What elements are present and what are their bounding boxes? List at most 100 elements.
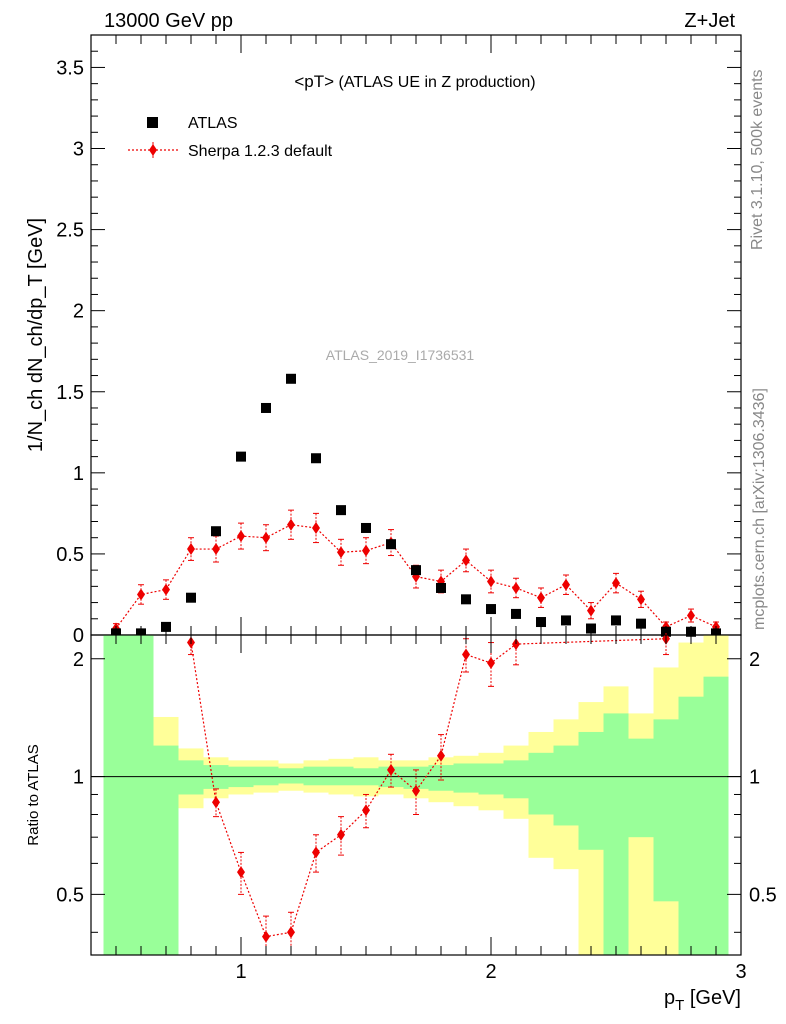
ratio-y-tick-label: 0.5 xyxy=(56,884,84,906)
atlas-point xyxy=(286,373,296,384)
ratio-point xyxy=(462,648,470,661)
sherpa-point xyxy=(187,543,195,556)
atlas-point xyxy=(411,565,421,576)
sherpa-point xyxy=(637,593,645,606)
ratio-point xyxy=(487,657,495,670)
main-y-tick-label: 2 xyxy=(73,301,84,323)
main-y-tick-label: 1 xyxy=(73,463,84,485)
ratio-band-1sigma xyxy=(603,713,629,955)
ratio-point xyxy=(362,804,370,817)
sherpa-point xyxy=(537,591,545,604)
main-y-tick-label: 3 xyxy=(73,139,84,161)
main-plot: ATLAS_2019_I1736531 0 0.5 1 1.5 2 2.5 3 3.5 <pT… xyxy=(25,34,742,647)
ratio-band-1sigma xyxy=(653,719,679,902)
header-left-label: 13000 GeV pp xyxy=(104,10,233,32)
atlas-point xyxy=(461,594,471,605)
analysis-watermark: ATLAS_2019_I1736531 xyxy=(326,347,475,363)
atlas-point xyxy=(561,615,571,626)
sherpa-point xyxy=(487,575,495,588)
sherpa-point xyxy=(137,588,145,601)
ratio-point xyxy=(212,796,220,809)
main-y-tick-label: 1.5 xyxy=(56,382,84,404)
ratio-y-tick-label-right: 2 xyxy=(749,649,760,671)
main-y-tick-label: 3.5 xyxy=(56,57,84,79)
ratio-y-tick-label: 2 xyxy=(73,649,84,671)
ratio-plot: 0.5 0.5 1 1 2 2 1 2 3 Ratio to ATLAS xyxy=(25,632,777,983)
sherpa-point xyxy=(362,544,370,557)
legend-atlas-label: ATLAS xyxy=(188,115,238,132)
sherpa-point xyxy=(512,581,520,594)
x-tick-label: 2 xyxy=(485,961,496,983)
atlas-point xyxy=(611,615,621,626)
mcplots-note: mcplots.cern.ch [arXiv:1306.3436] xyxy=(751,388,768,630)
ratio-band-1sigma xyxy=(103,635,129,955)
ratio-band-1sigma xyxy=(528,752,554,815)
atlas-point xyxy=(311,453,321,464)
header-right-label: Z+Jet xyxy=(684,10,735,32)
sherpa-point xyxy=(212,543,220,556)
main-y-tick-label: 2.5 xyxy=(56,220,84,242)
ratio-band-1sigma xyxy=(278,768,304,784)
atlas-point xyxy=(261,402,271,413)
atlas-point xyxy=(211,526,221,537)
main-y-tick-label: 0.5 xyxy=(56,544,84,566)
title-description: (ATLAS UE in Z production) xyxy=(334,74,536,91)
atlas-point xyxy=(236,451,246,462)
x-axis-label-base: p xyxy=(664,987,675,1009)
ratio-point xyxy=(412,784,420,797)
x-tick-label: 3 xyxy=(735,961,746,983)
ratio-point xyxy=(512,638,520,651)
legend-atlas-marker xyxy=(147,117,158,128)
sherpa-point xyxy=(287,518,295,531)
ratio-band-1sigma xyxy=(553,745,579,826)
ratio-band-1sigma xyxy=(128,635,154,955)
sherpa-point xyxy=(462,554,470,567)
sherpa-point xyxy=(562,578,570,591)
sherpa-point xyxy=(687,609,695,622)
atlas-point xyxy=(536,617,546,628)
legend-sherpa-marker xyxy=(149,144,157,156)
ratio-band-1sigma xyxy=(628,738,654,838)
main-y-axis-label: 1/N_ch dN_ch/dp_T [GeV] xyxy=(25,218,47,452)
atlas-point xyxy=(511,608,521,619)
ratio-point xyxy=(337,828,345,841)
atlas-point xyxy=(486,604,496,615)
ratio-point xyxy=(312,846,320,859)
ratio-band-1sigma xyxy=(328,766,354,786)
ratio-band-1sigma xyxy=(178,760,204,795)
ratio-band-1sigma xyxy=(478,763,504,795)
sherpa-point xyxy=(262,531,270,544)
main-plot-title: <pT> (ATLAS UE in Z production) xyxy=(294,72,535,91)
ratio-y-axis-label: Ratio to ATLAS xyxy=(25,744,42,845)
sherpa-point xyxy=(312,521,320,534)
ratio-band-1sigma xyxy=(303,766,329,786)
rivet-version-note: Rivet 3.1.10, 500k events xyxy=(749,69,766,250)
sherpa-point xyxy=(587,604,595,617)
main-y-tick-label: 0 xyxy=(73,625,84,647)
ratio-series-line xyxy=(190,638,667,938)
ratio-band-1sigma xyxy=(678,696,704,955)
ratio-band-1sigma xyxy=(253,766,279,786)
ratio-y-tick-label: 1 xyxy=(73,767,84,789)
atlas-point xyxy=(361,522,371,533)
sherpa-point xyxy=(237,530,245,543)
ratio-band-1sigma xyxy=(578,731,604,850)
ratio-band-1sigma xyxy=(453,763,479,793)
sherpa-point xyxy=(337,546,345,559)
legend: ATLAS Sherpa 1.2.3 default xyxy=(128,115,333,160)
atlas-point xyxy=(386,539,396,550)
x-axis-label-sub: T xyxy=(675,997,684,1014)
atlas-point xyxy=(336,505,346,516)
ratio-point xyxy=(262,930,270,943)
atlas-point xyxy=(186,592,196,603)
ratio-band-1sigma xyxy=(153,745,179,955)
x-axis-label: pT [GeV] xyxy=(664,987,741,1014)
x-axis-label-unit: [GeV] xyxy=(684,987,741,1009)
sherpa-point xyxy=(612,577,620,590)
ratio-point xyxy=(287,926,295,939)
ratio-band-1sigma xyxy=(703,676,729,955)
ratio-point xyxy=(237,866,245,879)
atlas-point xyxy=(436,582,446,593)
ratio-point xyxy=(387,763,395,776)
